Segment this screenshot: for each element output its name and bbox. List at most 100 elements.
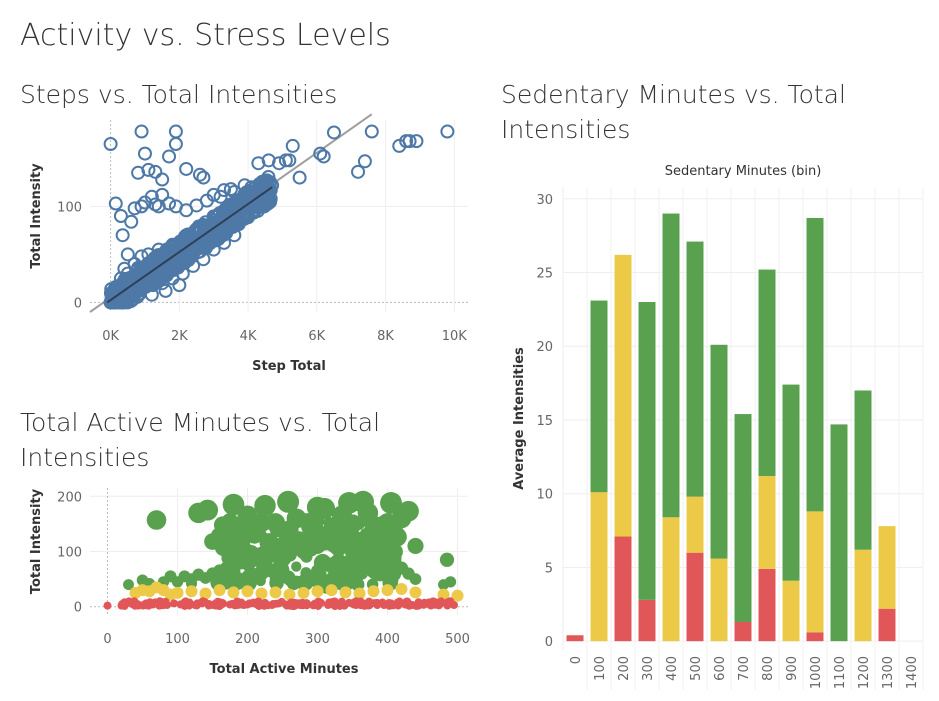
scatter-point	[443, 599, 451, 608]
scatter-point	[359, 599, 367, 608]
bar-segment-red	[686, 552, 704, 642]
scatter-point	[282, 600, 290, 609]
scatter-point	[300, 567, 312, 578]
bar-segment-green	[854, 390, 872, 550]
scatter-point	[237, 505, 258, 526]
scatter-point	[254, 600, 262, 609]
scatter-point	[380, 601, 388, 610]
x-axis-title: Total Active Minutes	[210, 662, 359, 677]
sedentary-sheet-title: Sedentary Minutes vs. Total Intensities	[501, 77, 846, 147]
scatter-point	[223, 182, 238, 197]
scatter-point	[380, 491, 402, 514]
scatter-point	[149, 600, 157, 609]
active-sheet-title-line2: Intensities	[20, 443, 150, 472]
scatter-point	[151, 257, 166, 272]
active-sheet-title: Total Active Minutes vs. Total Intensiti…	[20, 405, 380, 475]
dense-point-cloud	[103, 169, 278, 310]
bar-segment-green	[830, 424, 848, 642]
y-tick-label: 15	[536, 414, 553, 429]
scatter-point	[357, 154, 372, 169]
scatter-point	[230, 529, 247, 547]
x-tick-label: 1300	[881, 656, 896, 689]
y-axis-title: Total Intensity	[29, 163, 44, 269]
scatter-point	[156, 598, 164, 607]
sedentary-sheet-title-line2: Intensities	[501, 115, 631, 144]
x-tick-label: 500	[689, 656, 704, 681]
scatter-point	[353, 587, 366, 600]
bar-segment-yellow	[878, 526, 896, 609]
x-tick-label: 300	[305, 632, 330, 647]
scatter-point	[303, 599, 311, 608]
bar-segment-yellow	[758, 476, 776, 569]
scatter-point	[254, 175, 269, 190]
scatter-point	[269, 586, 282, 599]
scatter-point	[205, 599, 213, 608]
scatter-point	[326, 125, 341, 140]
scatter-point	[255, 568, 268, 581]
scatter-point	[197, 238, 212, 253]
scatter-point	[317, 598, 325, 607]
scatter-point	[352, 601, 360, 610]
yellow-points	[129, 581, 464, 602]
scatter-point	[439, 552, 455, 567]
scatter-point	[212, 601, 220, 610]
scatter-point	[162, 196, 177, 211]
scatter-point	[120, 247, 135, 262]
scatter-point	[135, 601, 143, 610]
bar-segment-yellow	[854, 549, 872, 642]
x-tick-label: 100	[165, 632, 190, 647]
scatter-point	[364, 520, 383, 539]
scatter-point	[191, 601, 199, 610]
scatter-point	[325, 584, 338, 597]
y-tick-label: 10	[536, 488, 553, 503]
scatter-point	[367, 566, 380, 579]
scatter-point	[260, 193, 275, 208]
scatter-point	[168, 137, 183, 151]
scatter-point	[277, 490, 300, 513]
scatter-point	[402, 134, 417, 149]
scatter-point	[342, 514, 363, 534]
scatter-point	[357, 502, 379, 524]
bar-segment-green	[638, 302, 656, 600]
scatter-point	[311, 564, 324, 578]
scatter-point	[123, 579, 134, 591]
sedentary-bar-chart[interactable]: Sedentary Minutes (bin) 0 5 10 15 20 25 30 Avera…	[505, 155, 935, 695]
scatter-point	[113, 209, 128, 223]
scatter-point	[192, 167, 207, 182]
y-tick-label: 0	[545, 635, 553, 650]
bar-segment-yellow	[782, 580, 800, 642]
scatter-point	[367, 585, 380, 598]
scatter-point	[373, 598, 381, 607]
x-tick-label: 10K	[442, 329, 468, 344]
scatter-point	[163, 601, 171, 610]
scatter-point	[210, 527, 229, 545]
scatter-point	[291, 561, 302, 572]
bar-segment-red	[566, 635, 584, 642]
scatter-point	[325, 572, 338, 584]
scatter-point	[265, 513, 286, 533]
bar-segment-yellow	[662, 517, 680, 642]
scatter-point	[296, 601, 304, 610]
scatter-point	[171, 586, 184, 599]
scatter-point	[247, 599, 255, 608]
scatter-point	[127, 201, 142, 216]
scatter-point	[366, 600, 374, 609]
steps-sheet-title: Steps vs. Total Intensities	[20, 80, 338, 109]
scatter-point	[197, 499, 219, 521]
x-tick-label: 800	[761, 656, 776, 681]
scatter-point	[148, 164, 163, 179]
x-tick-label: 0K	[102, 329, 119, 344]
scatter-point	[351, 164, 366, 179]
scatter-point	[124, 214, 139, 229]
scatter-point	[114, 283, 129, 298]
scatter-point	[407, 537, 424, 555]
scatter-point	[229, 194, 244, 209]
active-minutes-scatter-chart[interactable]: 0 100 200 0 100 200 300 400 500 Total Active Minu…	[20, 480, 475, 690]
scatter-point	[425, 600, 434, 609]
scatter-point	[381, 570, 394, 583]
steps-scatter-chart[interactable]: 0 100 0K 2K 4K 6K 8K 10K Step Total Total Intensi…	[20, 112, 475, 382]
bar-segment-yellow	[806, 511, 824, 633]
x-tick-label: 600	[713, 656, 728, 681]
x-tick-label: 400	[665, 656, 680, 681]
x-tick-label: 4K	[240, 329, 257, 344]
